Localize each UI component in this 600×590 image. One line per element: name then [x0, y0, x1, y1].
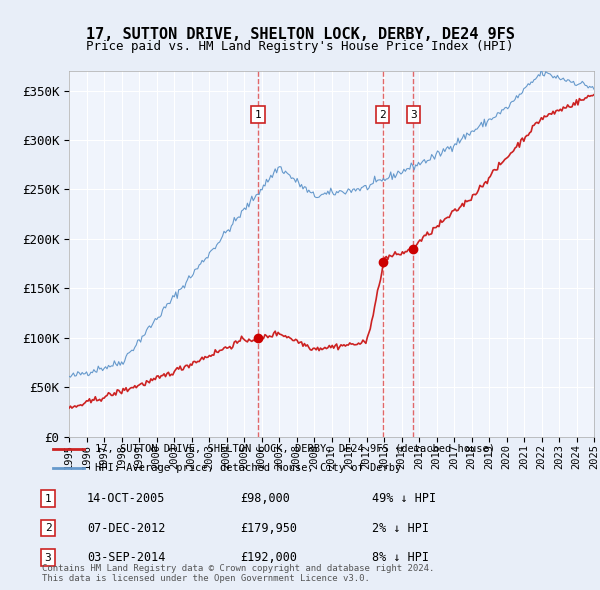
Text: 2: 2 — [44, 523, 52, 533]
Text: 2: 2 — [379, 110, 386, 120]
Text: 3: 3 — [44, 553, 52, 562]
Text: £98,000: £98,000 — [240, 492, 290, 505]
Text: 1: 1 — [44, 494, 52, 503]
Text: Contains HM Land Registry data © Crown copyright and database right 2024.
This d: Contains HM Land Registry data © Crown c… — [42, 563, 434, 583]
Text: 3: 3 — [410, 110, 416, 120]
Text: 49% ↓ HPI: 49% ↓ HPI — [372, 492, 436, 505]
Text: 03-SEP-2014: 03-SEP-2014 — [87, 551, 166, 564]
Text: 17, SUTTON DRIVE, SHELTON LOCK, DERBY, DE24 9FS: 17, SUTTON DRIVE, SHELTON LOCK, DERBY, D… — [86, 27, 514, 41]
Text: £192,000: £192,000 — [240, 551, 297, 564]
Text: HPI: Average price, detached house, City of Derby: HPI: Average price, detached house, City… — [95, 464, 401, 473]
Text: Price paid vs. HM Land Registry's House Price Index (HPI): Price paid vs. HM Land Registry's House … — [86, 40, 514, 53]
Text: 07-DEC-2012: 07-DEC-2012 — [87, 522, 166, 535]
Text: 1: 1 — [254, 110, 261, 120]
Text: £179,950: £179,950 — [240, 522, 297, 535]
Text: 8% ↓ HPI: 8% ↓ HPI — [372, 551, 429, 564]
Text: 2% ↓ HPI: 2% ↓ HPI — [372, 522, 429, 535]
Text: 14-OCT-2005: 14-OCT-2005 — [87, 492, 166, 505]
Text: 17, SUTTON DRIVE, SHELTON LOCK, DERBY, DE24 9FS (detached house): 17, SUTTON DRIVE, SHELTON LOCK, DERBY, D… — [95, 444, 495, 454]
